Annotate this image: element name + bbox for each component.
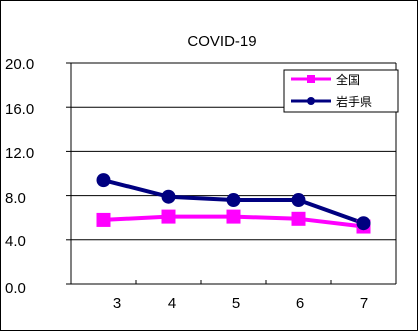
x-tick-label: 3 xyxy=(113,295,121,312)
y-tick-label: 20.0 xyxy=(5,56,34,73)
data-point-iwate xyxy=(291,193,306,208)
legend: 全国 岩手県 xyxy=(283,69,399,113)
data-point-iwate xyxy=(161,189,176,204)
y-tick-label: 12.0 xyxy=(5,145,34,162)
data-point-iwate xyxy=(96,173,111,188)
x-tick-label: 7 xyxy=(360,295,368,312)
data-point-national xyxy=(226,209,241,224)
legend-label-national: 全国 xyxy=(336,72,360,87)
chart-title: COVID-19 xyxy=(187,33,256,50)
data-point-iwate xyxy=(356,216,371,231)
data-point-national xyxy=(96,212,111,227)
y-tick-label: 16.0 xyxy=(5,101,34,118)
y-tick-label: 4.0 xyxy=(5,233,26,250)
data-point-iwate xyxy=(226,193,241,208)
y-tick-label: 0.0 xyxy=(5,280,26,297)
legend-marker-national xyxy=(307,75,315,83)
x-tick-label: 5 xyxy=(232,295,240,312)
legend-label-iwate: 岩手県 xyxy=(336,94,372,109)
legend-box xyxy=(283,69,399,113)
legend-marker-iwate xyxy=(307,97,315,105)
x-tick-label: 4 xyxy=(168,295,176,312)
data-point-national xyxy=(161,209,176,224)
x-tick-label: 6 xyxy=(296,295,304,312)
data-point-national xyxy=(291,211,306,226)
y-tick-label: 8.0 xyxy=(5,190,26,207)
